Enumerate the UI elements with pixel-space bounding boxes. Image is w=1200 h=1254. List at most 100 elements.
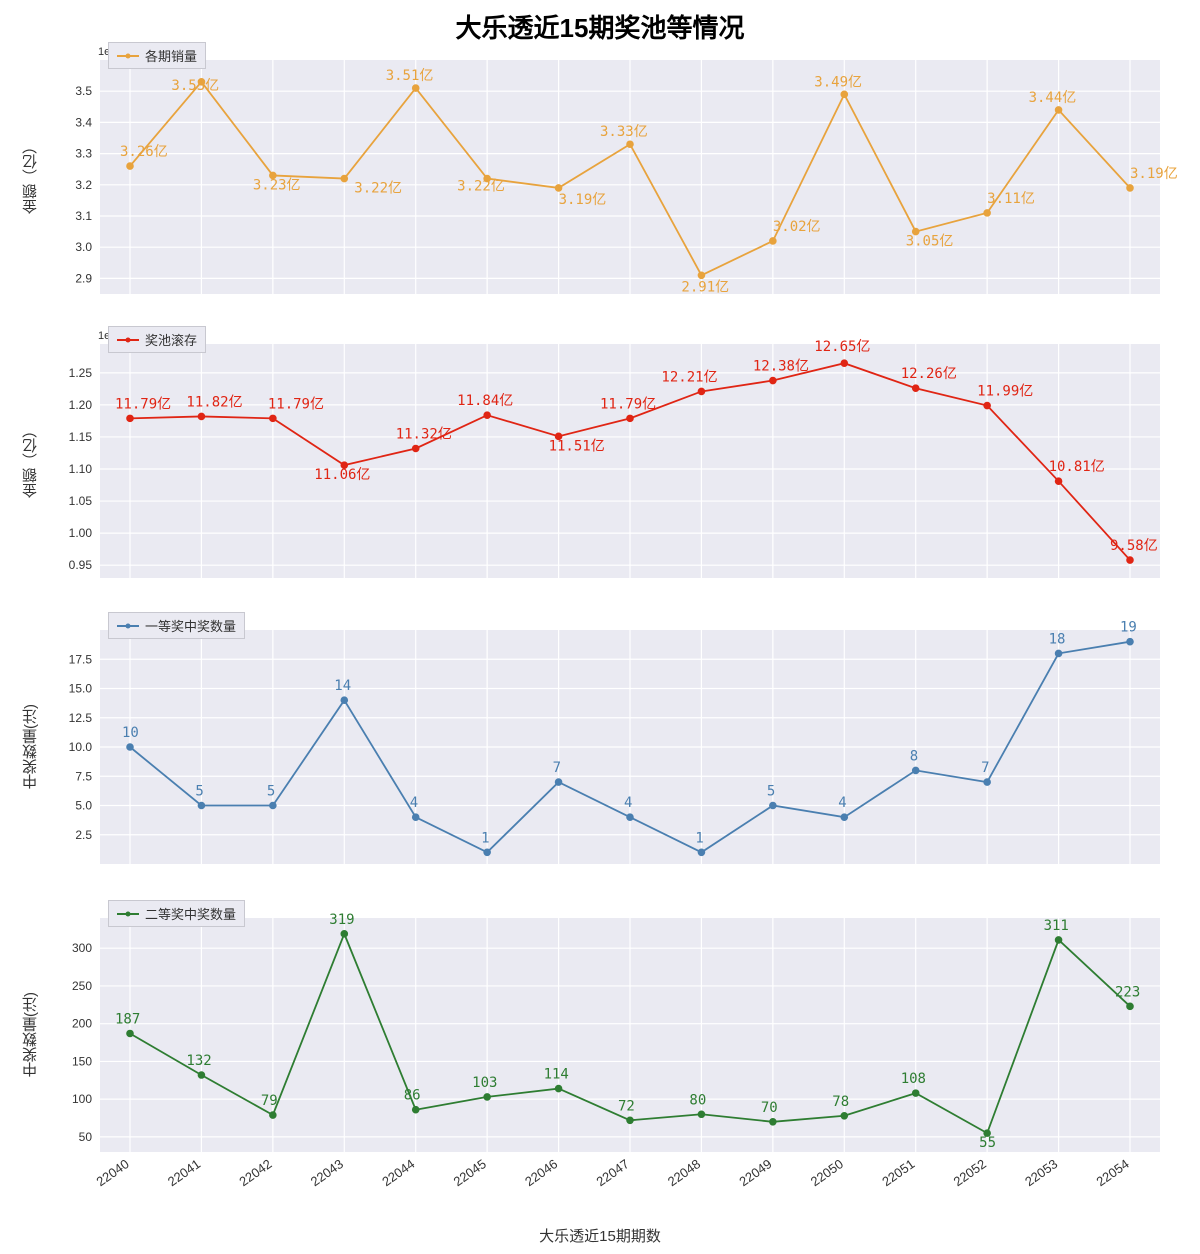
data-label: 3.44亿 [1029, 90, 1077, 106]
svg-text:3.2: 3.2 [75, 178, 92, 192]
data-point [198, 413, 204, 419]
data-point [198, 802, 204, 808]
x-tick-label: 22042 [236, 1156, 274, 1189]
data-point [555, 185, 561, 191]
data-label: 19 [1120, 620, 1137, 636]
data-label: 3.02亿 [773, 219, 821, 235]
legend-swatch-icon [117, 339, 139, 341]
data-label: 12.21亿 [661, 369, 717, 385]
data-label: 3.22亿 [354, 181, 402, 197]
data-point [484, 1094, 490, 1100]
data-label: 3.53亿 [171, 78, 219, 94]
data-point [913, 1090, 919, 1096]
data-label: 4 [838, 795, 846, 811]
data-label: 7 [553, 760, 561, 776]
data-label: 18 [1049, 631, 1066, 647]
data-point [341, 931, 347, 937]
data-label: 55 [979, 1135, 996, 1151]
data-label: 12.65亿 [814, 339, 870, 355]
data-point [770, 238, 776, 244]
data-label: 11.79亿 [268, 396, 324, 412]
chart-figure: 大乐透近15期奖池等情况 2.93.03.13.23.33.43.53.26亿3… [0, 0, 1200, 1254]
y-axis-label-pool: 金额（亿） [20, 411, 40, 511]
chart-title: 大乐透近15期奖池等情况 [0, 8, 1200, 45]
x-tick-label: 22045 [451, 1156, 489, 1189]
data-label: 8 [910, 748, 918, 764]
data-point [984, 210, 990, 216]
data-label: 3.33亿 [600, 124, 648, 140]
svg-text:1.25: 1.25 [69, 366, 93, 380]
data-point [1055, 478, 1061, 484]
data-point [341, 175, 347, 181]
data-label: 79 [261, 1093, 278, 1109]
data-label: 3.26亿 [120, 144, 168, 160]
data-label: 70 [761, 1100, 778, 1116]
svg-text:300: 300 [72, 941, 92, 955]
data-label: 3.49亿 [814, 74, 862, 90]
data-label: 11.84亿 [457, 393, 513, 409]
data-point [984, 779, 990, 785]
data-point [1127, 185, 1133, 191]
x-tick-label: 22044 [379, 1156, 417, 1189]
data-point [1055, 650, 1061, 656]
data-label: 11.32亿 [396, 426, 452, 442]
data-label: 3.23亿 [253, 177, 301, 193]
subplot-pool: 0.951.001.051.101.151.201.2511.79亿11.82亿… [100, 344, 1160, 578]
svg-text:0.95: 0.95 [69, 558, 93, 572]
data-point [841, 91, 847, 97]
x-tick-label: 22051 [879, 1156, 917, 1189]
data-label: 311 [1044, 918, 1069, 934]
data-point [627, 1117, 633, 1123]
plot-svg-second: 5010015020025030018713279319861031147280… [100, 918, 1160, 1152]
svg-text:10.0: 10.0 [69, 740, 93, 754]
data-point [413, 85, 419, 91]
data-label: 11.99亿 [977, 384, 1033, 400]
legend-label: 一等奖中奖数量 [145, 616, 236, 635]
x-tick-label: 22041 [165, 1156, 203, 1189]
data-label: 5 [267, 784, 275, 800]
data-label: 1 [695, 830, 703, 846]
data-point [484, 849, 490, 855]
data-label: 103 [472, 1075, 497, 1091]
data-point [270, 415, 276, 421]
svg-text:1.10: 1.10 [69, 462, 93, 476]
svg-text:3.1: 3.1 [75, 209, 92, 223]
data-point [841, 814, 847, 820]
data-point [127, 1030, 133, 1036]
legend-sales: 各期销量 [108, 42, 206, 69]
data-label: 3.05亿 [906, 234, 954, 250]
legend-first: 一等奖中奖数量 [108, 612, 245, 639]
plot-svg-first: 2.55.07.510.012.515.017.5105514417415487… [100, 630, 1160, 864]
data-label: 11.51亿 [549, 438, 605, 454]
legend-label: 奖池滚存 [145, 330, 197, 349]
x-axis-label: 大乐透近15期期数 [0, 1225, 1200, 1246]
x-tick-label: 22043 [308, 1156, 346, 1189]
data-label: 132 [186, 1053, 211, 1069]
data-point [341, 697, 347, 703]
x-tick-label: 22046 [522, 1156, 560, 1189]
x-tick-label: 22050 [808, 1156, 846, 1189]
y-axis-label-first: 中奖数量(注) [20, 697, 40, 797]
data-point [413, 445, 419, 451]
svg-text:1.00: 1.00 [69, 526, 93, 540]
data-label: 3.51亿 [386, 68, 434, 84]
data-point [1055, 107, 1061, 113]
data-point [913, 767, 919, 773]
data-point [984, 402, 990, 408]
data-point [413, 1107, 419, 1113]
data-label: 10.81亿 [1049, 459, 1105, 475]
svg-text:1.05: 1.05 [69, 494, 93, 508]
legend-swatch-icon [117, 55, 139, 57]
x-tick-label: 22040 [93, 1156, 131, 1189]
svg-text:50: 50 [79, 1130, 93, 1144]
data-point [770, 1119, 776, 1125]
data-label: 2.91亿 [681, 279, 729, 295]
data-label: 3.19亿 [1130, 166, 1178, 182]
data-point [270, 802, 276, 808]
data-label: 3.19亿 [559, 192, 607, 208]
svg-text:1.20: 1.20 [69, 398, 93, 412]
data-label: 12.38亿 [753, 359, 809, 375]
data-label: 5 [767, 784, 775, 800]
data-label: 11.06亿 [314, 467, 370, 483]
data-point [555, 779, 561, 785]
